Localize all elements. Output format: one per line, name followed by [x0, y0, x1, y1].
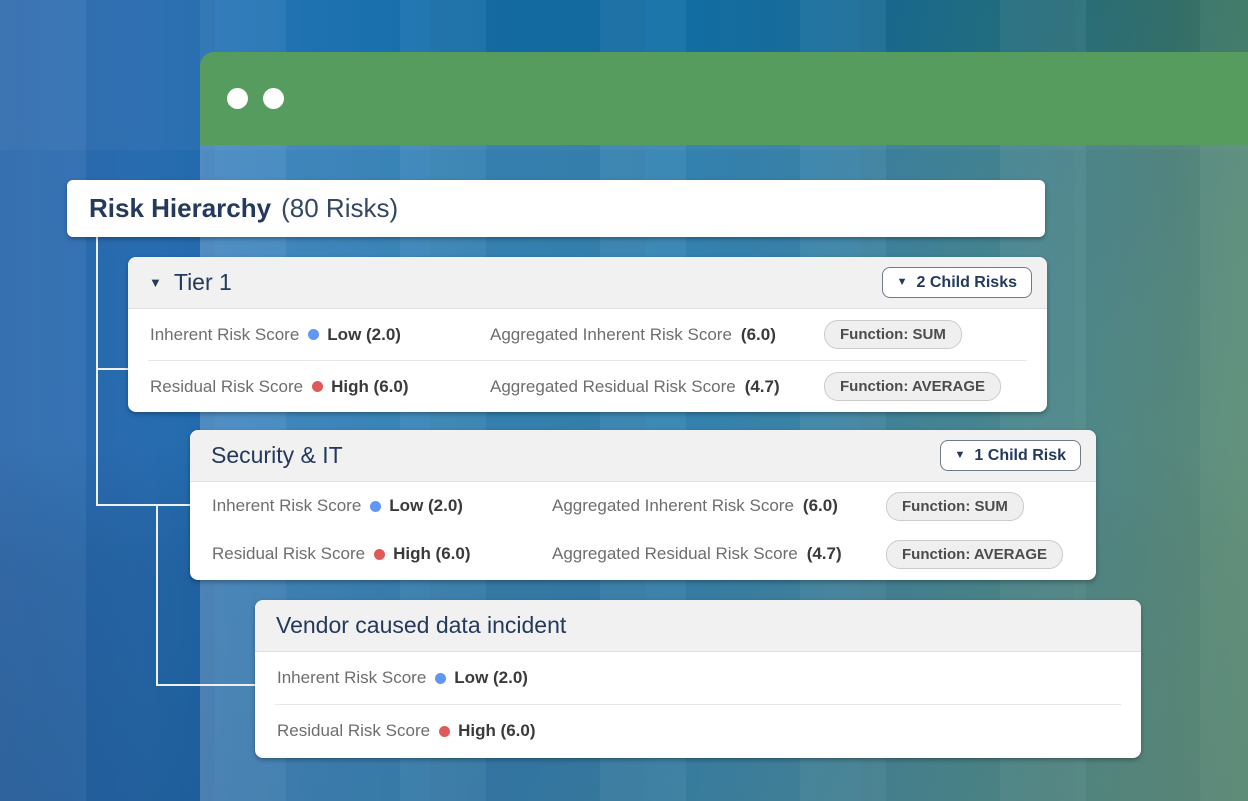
risk-score-row: Inherent Risk Score Low (2.0) Aggregated…	[190, 482, 1096, 530]
child-risks-label: 1 Child Risk	[974, 446, 1066, 464]
score-value: Low (2.0)	[389, 496, 463, 515]
aggregated-score-label: Aggregated Inherent Risk Score	[552, 496, 794, 515]
risk-level-dot-icon	[439, 725, 451, 737]
aggregated-score-label: Aggregated Inherent Risk Score	[490, 324, 732, 344]
window-dot-icon	[227, 88, 248, 109]
residual-score-cell: Residual Risk Score High (6.0)	[212, 544, 552, 564]
caret-down-icon: ▼	[954, 449, 966, 461]
risk-card-title: Vendor caused data incident	[276, 612, 567, 638]
score-label: Inherent Risk Score	[277, 668, 427, 687]
risk-level-dot-icon	[370, 500, 382, 512]
function-badge: Function: SUM	[886, 491, 1024, 521]
inherent-score-cell: Inherent Risk Score Low (2.0)	[212, 496, 552, 516]
residual-score-cell: Residual Risk Score High (6.0)	[150, 377, 490, 397]
function-badge-cell: Function: SUM	[824, 320, 1032, 349]
aggregated-score-value: (6.0)	[802, 496, 838, 515]
function-badge-cell: Function: AVERAGE	[824, 372, 1032, 401]
risk-score-row: Residual Risk Score High (6.0) Aggregate…	[190, 530, 1096, 578]
risk-card-body: Inherent Risk Score Low (2.0) Aggregated…	[190, 482, 1096, 578]
function-badge: Function: AVERAGE	[824, 372, 1001, 401]
aggregated-score-cell: Aggregated Inherent Risk Score (6.0)	[552, 496, 886, 516]
score-label: Residual Risk Score	[212, 544, 366, 563]
risk-level-dot-icon	[435, 672, 447, 684]
risk-card-tier1: ▼ Tier 1 ▼ 2 Child Risks Inherent Risk S…	[128, 257, 1047, 412]
aggregated-score-cell: Aggregated Residual Risk Score (4.7)	[490, 377, 824, 397]
caret-down-icon[interactable]: ▼	[149, 275, 162, 290]
row-divider	[148, 360, 1027, 361]
risk-card-body: Inherent Risk Score Low (2.0) Aggregated…	[128, 309, 1047, 412]
function-badge: Function: AVERAGE	[886, 539, 1063, 569]
risk-level-dot-icon	[312, 381, 324, 392]
page-title: Risk Hierarchy	[89, 193, 272, 223]
residual-score-cell: Residual Risk Score High (6.0)	[277, 721, 1126, 741]
aggregated-score-value: (4.7)	[806, 544, 842, 563]
risk-card-security-it: Security & IT ▼ 1 Child Risk Inherent Ri…	[190, 430, 1096, 580]
risk-level-dot-icon	[374, 548, 386, 560]
risk-card-vendor-incident: Vendor caused data incident Inherent Ris…	[255, 600, 1141, 758]
row-divider	[275, 704, 1121, 705]
risk-score-row: Inherent Risk Score Low (2.0) Aggregated…	[128, 309, 1047, 360]
aggregated-score-label: Aggregated Residual Risk Score	[552, 544, 798, 563]
risk-hierarchy-root-card: Risk Hierarchy (80 Risks)	[67, 180, 1045, 237]
aggregated-score-cell: Aggregated Inherent Risk Score (6.0)	[490, 325, 824, 345]
score-label: Inherent Risk Score	[212, 496, 362, 515]
score-label: Residual Risk Score	[277, 721, 431, 740]
risk-card-header: ▼ Tier 1 ▼ 2 Child Risks	[128, 257, 1047, 309]
risk-score-row: Residual Risk Score High (6.0)	[255, 705, 1141, 757]
score-value: Low (2.0)	[454, 668, 528, 687]
tree-connector-line	[96, 368, 129, 370]
score-value: High (6.0)	[393, 544, 471, 563]
tree-connector-line	[96, 237, 98, 505]
window-dot-icon	[263, 88, 284, 109]
tree-connector-line	[156, 504, 158, 686]
aggregated-score-label: Aggregated Residual Risk Score	[490, 376, 736, 396]
function-badge: Function: SUM	[824, 320, 962, 349]
risk-card-header: Security & IT ▼ 1 Child Risk	[190, 430, 1096, 482]
risk-count: (80 Risks)	[281, 193, 399, 223]
caret-down-icon: ▼	[896, 276, 908, 288]
tree-connector-line	[96, 504, 191, 506]
risk-level-dot-icon	[308, 329, 320, 340]
inherent-score-cell: Inherent Risk Score Low (2.0)	[150, 325, 490, 345]
score-value: Low (2.0)	[327, 324, 401, 344]
aggregated-score-value: (4.7)	[744, 376, 780, 396]
score-value: High (6.0)	[331, 376, 409, 396]
tree-connector-line	[156, 684, 256, 686]
risk-score-row: Inherent Risk Score Low (2.0)	[255, 652, 1141, 704]
risk-score-row: Residual Risk Score High (6.0) Aggregate…	[128, 361, 1047, 412]
inherent-score-cell: Inherent Risk Score Low (2.0)	[277, 668, 1126, 688]
score-label: Residual Risk Score	[150, 376, 304, 396]
risk-card-header: Vendor caused data incident	[255, 600, 1141, 652]
score-value: High (6.0)	[458, 721, 536, 740]
aggregated-score-value: (6.0)	[740, 324, 776, 344]
window-titlebar	[200, 52, 1248, 145]
function-badge-cell: Function: SUM	[886, 491, 1081, 521]
risk-card-body: Inherent Risk Score Low (2.0) Residual R…	[255, 652, 1141, 757]
child-risks-button[interactable]: ▼ 1 Child Risk	[939, 440, 1081, 471]
function-badge-cell: Function: AVERAGE	[886, 539, 1081, 569]
child-risks-label: 2 Child Risks	[916, 273, 1017, 291]
risk-card-title: Security & IT	[211, 442, 343, 468]
score-label: Inherent Risk Score	[150, 324, 300, 344]
aggregated-score-cell: Aggregated Residual Risk Score (4.7)	[552, 544, 886, 564]
risk-card-title: Tier 1	[173, 269, 232, 295]
child-risks-button[interactable]: ▼ 2 Child Risks	[881, 267, 1032, 298]
